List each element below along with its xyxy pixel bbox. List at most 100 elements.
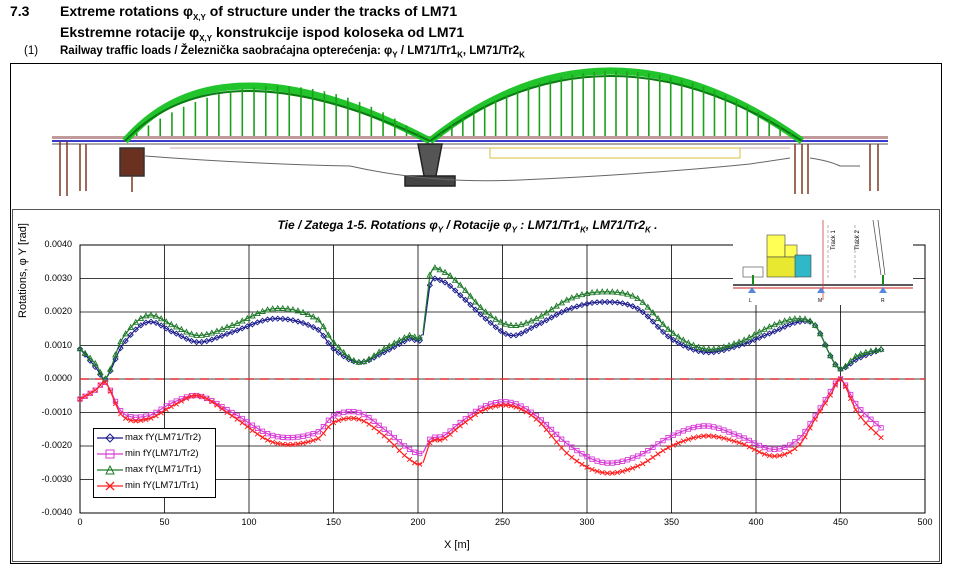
data-point-marker: [482, 403, 489, 409]
data-point-marker: [801, 315, 809, 322]
data-point-marker: [132, 318, 140, 325]
chart-title-k1: K: [580, 225, 586, 235]
data-point-marker: [868, 425, 874, 431]
data-point-marker: [507, 332, 515, 339]
data-point-marker: [680, 428, 686, 434]
data-point-marker: [107, 388, 114, 394]
data-point-marker: [741, 340, 748, 347]
support-l-icon: [748, 287, 756, 293]
data-point-marker: [386, 437, 392, 444]
data-point-marker: [243, 314, 251, 321]
terrain-line: [144, 155, 860, 182]
chart-title-k2: K: [645, 225, 651, 235]
legend-entry-4: min fY(LM71/Tr1): [97, 479, 215, 493]
right-arch: [427, 67, 805, 144]
data-point-marker: [482, 315, 489, 322]
data-point-marker: [488, 404, 494, 411]
data-point-marker: [173, 401, 179, 407]
data-point-marker: [695, 343, 702, 350]
data-point-marker: [487, 312, 495, 319]
data-point-marker: [690, 341, 697, 348]
data-point-marker: [588, 299, 596, 307]
data-point-marker: [152, 319, 160, 327]
legend-label-4: min fY(LM71/Tr1): [125, 480, 199, 491]
data-point-marker: [740, 336, 748, 343]
data-point-marker: [299, 308, 307, 315]
data-point-marker: [548, 314, 555, 321]
data-point-marker: [158, 406, 164, 412]
item-k2: K: [519, 50, 525, 60]
data-point-marker: [837, 376, 844, 382]
data-point-marker: [391, 343, 398, 350]
data-point-marker: [223, 323, 231, 330]
data-point-marker: [142, 319, 150, 326]
data-point-marker: [867, 347, 875, 354]
data-point-marker: [721, 435, 727, 441]
data-point-marker: [695, 347, 702, 355]
data-point-marker: [163, 325, 170, 332]
data-point-marker: [396, 447, 403, 454]
data-point-marker: [527, 317, 535, 324]
data-point-marker: [371, 425, 377, 431]
data-point-marker: [168, 400, 174, 406]
data-point-marker: [735, 342, 743, 349]
data-point-marker: [498, 399, 504, 405]
data-point-marker: [82, 393, 88, 399]
data-point-marker: [233, 319, 241, 326]
data-point-marker: [533, 322, 540, 329]
data-point-marker: [477, 303, 484, 310]
data-point-marker: [609, 460, 616, 466]
data-point-marker: [497, 318, 505, 325]
data-point-marker: [639, 298, 647, 305]
data-point-marker: [477, 311, 484, 318]
data-point-marker: [792, 439, 798, 445]
data-point-marker: [314, 316, 322, 323]
data-point-marker: [264, 437, 271, 443]
data-point-marker: [614, 469, 621, 476]
data-point-marker: [569, 444, 575, 450]
document-header: 7.3 Extreme rotations φX,Y of structure …: [0, 0, 955, 62]
data-point-marker: [335, 349, 342, 356]
data-point-marker: [244, 323, 251, 330]
data-point-marker: [122, 337, 129, 345]
data-point-marker: [315, 435, 321, 442]
data-point-marker: [411, 460, 418, 466]
data-point-marker: [457, 419, 463, 426]
data-point-marker: [675, 430, 681, 436]
data-point-marker: [325, 424, 332, 430]
data-point-marker: [517, 330, 525, 337]
data-point-marker: [558, 299, 566, 306]
data-point-marker: [730, 340, 738, 347]
data-point-marker: [416, 334, 424, 341]
data-point-marker: [574, 458, 580, 464]
data-point-marker: [746, 444, 752, 450]
data-point-marker: [578, 290, 586, 298]
data-point-marker: [193, 392, 200, 399]
data-point-marker: [148, 412, 154, 418]
data-point-marker: [290, 441, 296, 448]
data-point-marker: [664, 333, 672, 340]
section-title-symbol: φ: [182, 3, 193, 19]
data-point-marker: [568, 294, 576, 301]
data-point-marker: [685, 436, 692, 442]
data-point-marker: [792, 446, 798, 452]
data-point-marker: [188, 393, 195, 399]
data-point-marker: [442, 435, 448, 441]
data-point-marker: [715, 344, 723, 351]
data-point-marker: [472, 298, 479, 305]
data-point-marker: [101, 375, 109, 382]
data-point-marker: [720, 343, 728, 350]
data-point-marker: [122, 412, 129, 418]
data-point-marker: [360, 357, 368, 365]
data-point-marker: [193, 331, 200, 338]
chart-frame: [12, 209, 940, 562]
data-point-marker: [441, 268, 449, 275]
data-point-marker: [517, 320, 525, 328]
data-point-marker: [351, 408, 357, 415]
data-point-marker: [847, 357, 854, 364]
data-point-marker: [674, 333, 682, 340]
data-point-marker: [777, 452, 783, 459]
data-point-marker: [132, 326, 139, 333]
chart-title: Tie / Zatega 1-5. Rotations φY / Rotacij…: [0, 218, 955, 234]
data-point-marker: [706, 423, 712, 429]
